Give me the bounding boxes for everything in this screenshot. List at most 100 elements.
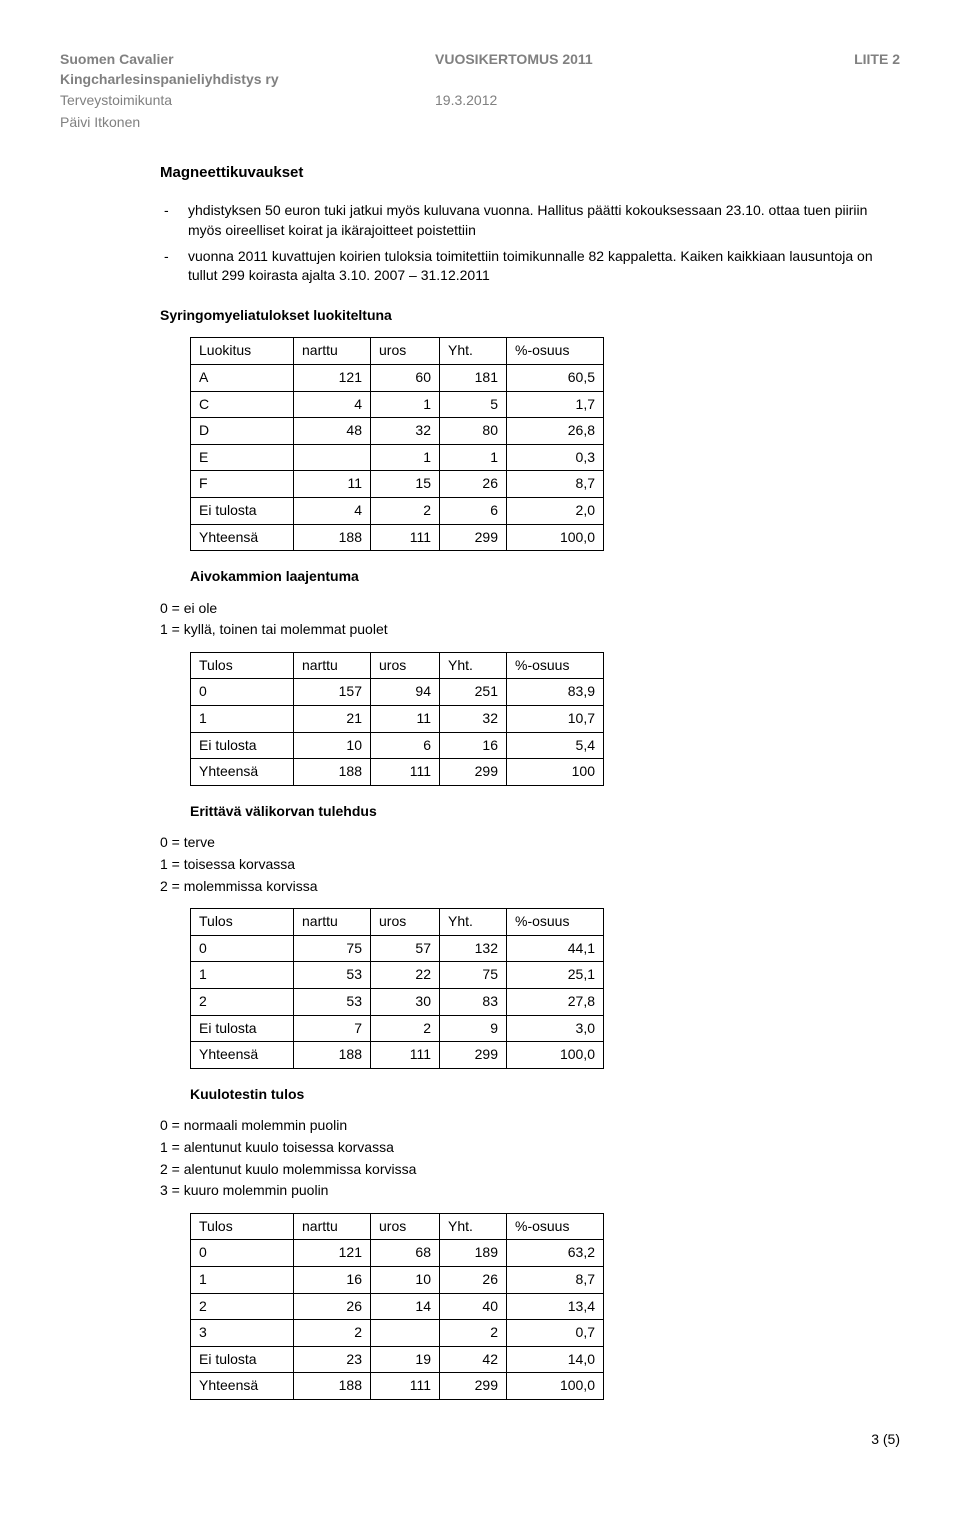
col-header: uros bbox=[371, 909, 440, 936]
table-cell: 75 bbox=[294, 935, 371, 962]
table-cell: 1,7 bbox=[507, 391, 604, 418]
legend-line: 1 = alentunut kuulo toisessa korvassa bbox=[160, 1138, 900, 1158]
legend-line: 1 = kyllä, toinen tai molemmat puolet bbox=[160, 620, 900, 640]
table-cell: C bbox=[191, 391, 294, 418]
table-cell: Yhteensä bbox=[191, 1042, 294, 1069]
table-cell: 80 bbox=[440, 418, 507, 445]
table-cell: 3,0 bbox=[507, 1015, 604, 1042]
table-row: E110,3 bbox=[191, 444, 604, 471]
table-cell: 9 bbox=[440, 1015, 507, 1042]
table-title: Erittävä välikorvan tulehdus bbox=[190, 802, 900, 822]
table-cell: 121 bbox=[294, 364, 371, 391]
table-cell: 188 bbox=[294, 524, 371, 551]
table-cell: 26 bbox=[440, 1266, 507, 1293]
table-cell: 16 bbox=[440, 732, 507, 759]
header-right: LIITE 2 bbox=[810, 50, 900, 70]
table-cell: 4 bbox=[294, 497, 371, 524]
table-row: F1115268,7 bbox=[191, 471, 604, 498]
table-cell: 7 bbox=[294, 1015, 371, 1042]
table-cell: 10 bbox=[294, 732, 371, 759]
table-cell: 6 bbox=[440, 497, 507, 524]
table-cell: 10 bbox=[371, 1266, 440, 1293]
col-header: Yht. bbox=[440, 1213, 507, 1240]
table-cell: 1 bbox=[191, 1266, 294, 1293]
table-cell: 44,1 bbox=[507, 935, 604, 962]
header-sub-1: Terveystoimikunta 19.3.2012 bbox=[60, 91, 900, 111]
table-title: Kuulotestin tulos bbox=[190, 1085, 900, 1105]
table-cell: E bbox=[191, 444, 294, 471]
table-cell bbox=[294, 444, 371, 471]
legend-line: 0 = terve bbox=[160, 833, 900, 853]
col-header: Yht. bbox=[440, 652, 507, 679]
table-cell: 8,7 bbox=[507, 471, 604, 498]
table-cell: 157 bbox=[294, 679, 371, 706]
table-cell: 53 bbox=[294, 962, 371, 989]
table-cell: 0,3 bbox=[507, 444, 604, 471]
table-cell: 75 bbox=[440, 962, 507, 989]
table-cell: 22 bbox=[371, 962, 440, 989]
table-row: D48328026,8 bbox=[191, 418, 604, 445]
table-cell: 23 bbox=[294, 1346, 371, 1373]
table-cell: 25,1 bbox=[507, 962, 604, 989]
table-cell: 10,7 bbox=[507, 706, 604, 733]
table-cell: 21 bbox=[294, 706, 371, 733]
data-table: LuokitusnarttuurosYht.%-osuusA1216018160… bbox=[190, 337, 604, 551]
table-cell: 26 bbox=[440, 471, 507, 498]
col-header: Tulos bbox=[191, 909, 294, 936]
col-header: uros bbox=[371, 338, 440, 365]
table-cell: 1 bbox=[440, 444, 507, 471]
col-header: narttu bbox=[294, 909, 371, 936]
page: Suomen Cavalier Kingcharlesinspanieliyhd… bbox=[0, 0, 960, 1490]
table-cell: 0,7 bbox=[507, 1320, 604, 1347]
table-cell: 5,4 bbox=[507, 732, 604, 759]
org-name-1: Suomen Cavalier bbox=[60, 50, 435, 70]
table-cell: 13,4 bbox=[507, 1293, 604, 1320]
table-title: Aivokammion laajentuma bbox=[190, 567, 900, 587]
content: Magneettikuvaukset yhdistyksen 50 euron … bbox=[160, 162, 900, 1400]
table-cell: 19 bbox=[371, 1346, 440, 1373]
legend-line: 1 = toisessa korvassa bbox=[160, 855, 900, 875]
table-title: Syringomyeliatulokset luokiteltuna bbox=[160, 306, 900, 326]
table-row: 3220,7 bbox=[191, 1320, 604, 1347]
table-cell: Ei tulosta bbox=[191, 1015, 294, 1042]
table-cell: 1 bbox=[191, 962, 294, 989]
table-cell: 26 bbox=[294, 1293, 371, 1320]
data-table: TulosnarttuurosYht.%-osuus01579425183,91… bbox=[190, 652, 604, 786]
table-cell: 40 bbox=[440, 1293, 507, 1320]
col-header: Yht. bbox=[440, 909, 507, 936]
col-header: narttu bbox=[294, 338, 371, 365]
col-header: Tulos bbox=[191, 1213, 294, 1240]
table-cell: 2 bbox=[294, 1320, 371, 1347]
table-cell: 299 bbox=[440, 1042, 507, 1069]
col-header: %-osuus bbox=[507, 1213, 604, 1240]
table-cell: 251 bbox=[440, 679, 507, 706]
table-cell: 299 bbox=[440, 759, 507, 786]
table-cell: 2 bbox=[440, 1320, 507, 1347]
table-row: 0755713244,1 bbox=[191, 935, 604, 962]
table-cell: 121 bbox=[294, 1240, 371, 1267]
table-cell bbox=[371, 1320, 440, 1347]
table-cell: 68 bbox=[371, 1240, 440, 1267]
table-row: 01216818963,2 bbox=[191, 1240, 604, 1267]
col-header: %-osuus bbox=[507, 338, 604, 365]
table-cell: 0 bbox=[191, 679, 294, 706]
table-cell: A bbox=[191, 364, 294, 391]
table-row: Ei tulosta23194214,0 bbox=[191, 1346, 604, 1373]
table-cell: 3 bbox=[191, 1320, 294, 1347]
bullet-list: yhdistyksen 50 euron tuki jatkui myös ku… bbox=[160, 201, 900, 285]
table-row: Yhteensä188111299100 bbox=[191, 759, 604, 786]
table-cell: F bbox=[191, 471, 294, 498]
table-cell: Yhteensä bbox=[191, 1373, 294, 1400]
section-title: Magneettikuvaukset bbox=[160, 162, 900, 183]
table-cell: 188 bbox=[294, 1373, 371, 1400]
tables-container: Syringomyeliatulokset luokiteltuna Luokit… bbox=[160, 306, 900, 1400]
header-sub-2: Päivi Itkonen bbox=[60, 113, 900, 133]
table-cell: 299 bbox=[440, 1373, 507, 1400]
table-cell: 11 bbox=[294, 471, 371, 498]
table-row: Yhteensä188111299100,0 bbox=[191, 1373, 604, 1400]
data-table: TulosnarttuurosYht.%-osuus01216818963,21… bbox=[190, 1213, 604, 1400]
table-cell: 0 bbox=[191, 935, 294, 962]
table-cell: 189 bbox=[440, 1240, 507, 1267]
col-header: Luokitus bbox=[191, 338, 294, 365]
header-left: Suomen Cavalier Kingcharlesinspanieliyhd… bbox=[60, 50, 435, 89]
